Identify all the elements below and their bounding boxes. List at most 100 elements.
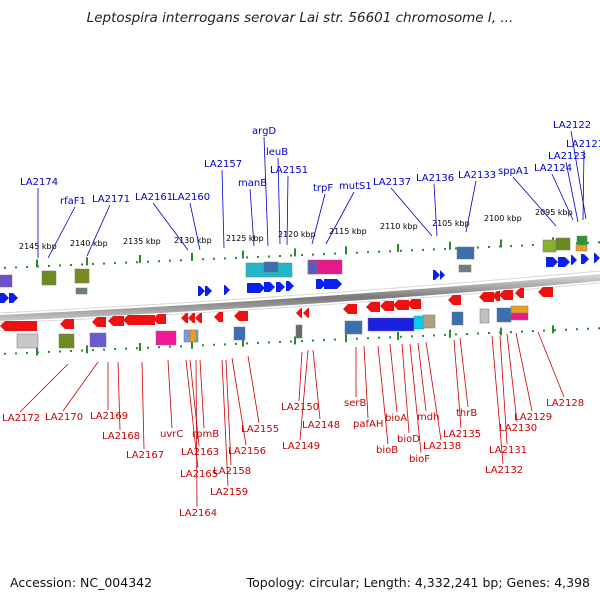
reverse-leader-line (491, 335, 504, 465)
forward-gene-label: LA2161 (135, 192, 173, 203)
reverse-gene-label: pafAH (353, 419, 383, 430)
reverse-gene (0, 321, 37, 331)
feature-box (233, 326, 246, 341)
scale-major-tick (191, 252, 193, 261)
scale-dot-lower (389, 336, 391, 339)
reverse-gene (214, 312, 223, 322)
scale-dot-upper (246, 256, 248, 259)
feature-box (456, 246, 475, 260)
reverse-gene-label: LA2170 (45, 412, 83, 423)
reverse-gene-label: mdh (417, 412, 439, 423)
scale-dot-lower (169, 345, 171, 348)
forward-gene (205, 286, 212, 296)
scale-dot-upper (378, 250, 380, 253)
scale-dot-lower (323, 339, 325, 342)
reverse-gene (92, 317, 106, 327)
scale-dot-lower (246, 342, 248, 345)
reverse-gene-label: LA2148 (302, 420, 340, 431)
forward-gene-label: LA2136 (416, 173, 454, 184)
reverse-leader-line (167, 359, 173, 429)
scale-major-tick (36, 259, 38, 268)
scale-label: 2100 kbp (484, 214, 522, 223)
scale-dot-lower (444, 333, 446, 336)
feature-box (41, 270, 57, 286)
scale-dot-lower (455, 333, 457, 336)
scale-major-tick (242, 338, 244, 347)
scale-dot-lower (125, 347, 127, 350)
scale-dot-lower (279, 341, 281, 343)
reverse-gene-label: LA2135 (443, 429, 481, 440)
forward-leader-line (277, 157, 281, 245)
map-title: Leptospira interrogans serovar Lai str. … (86, 10, 514, 26)
scale-dot-lower (312, 339, 314, 342)
reverse-gene (343, 304, 357, 314)
scale-dot-lower (268, 341, 270, 344)
forward-leader-line (189, 202, 201, 251)
forward-gene (594, 253, 600, 263)
backbone-edge-upper (0, 270, 600, 314)
feature-box (58, 333, 75, 349)
reverse-gene-label: bioF (409, 454, 430, 465)
reverse-gene (479, 292, 494, 302)
forward-gene (9, 293, 18, 303)
forward-leader-line (570, 130, 587, 220)
scale-major-tick (86, 257, 88, 266)
forward-gene-label: argD (252, 126, 276, 137)
reverse-gene-label: LA2167 (126, 450, 164, 461)
forward-leader-line (551, 173, 574, 221)
forward-leader-line (465, 180, 477, 233)
scale-major-tick (449, 329, 451, 338)
feature-box (74, 268, 90, 284)
forward-gene (546, 257, 558, 267)
scale-dot-lower (356, 337, 358, 340)
feature-box (295, 324, 303, 339)
reverse-gene-label: LA2149 (282, 441, 320, 452)
forward-leader-line (582, 149, 585, 221)
scale-dot-upper (334, 252, 336, 255)
reverse-leader-line (141, 361, 145, 450)
feature-box (542, 239, 557, 253)
reverse-gene (188, 313, 195, 323)
scale-label: 2115 kbp (329, 227, 367, 236)
scale-dot-upper (389, 250, 391, 253)
forward-gene-label: mutS1 (339, 181, 372, 192)
feature-box (555, 237, 571, 251)
forward-gene (247, 283, 265, 293)
reverse-leader-line (537, 331, 565, 398)
scale-dot-upper (224, 257, 226, 260)
reverse-leader-line (377, 345, 389, 445)
scale-label: 2095 kbp (535, 208, 573, 217)
scale-dot-lower (598, 327, 600, 330)
scale-dot-upper (312, 253, 314, 256)
reverse-leader-line (389, 343, 398, 413)
reverse-gene-label: LA2158 (213, 466, 251, 477)
reverse-leader-line (425, 341, 442, 441)
reverse-gene-label: LA2163 (181, 447, 219, 458)
forward-gene-label: LA2121 (566, 139, 600, 150)
scale-dot-upper (433, 248, 435, 251)
reverse-gene (448, 295, 461, 305)
reverse-gene (153, 314, 166, 324)
scale-label: 2135 kbp (123, 237, 161, 246)
forward-gene-label: trpF (313, 183, 333, 194)
feature-box (89, 332, 107, 348)
scale-major-tick (397, 331, 399, 340)
forward-gene (0, 293, 9, 303)
scale-dot-lower (587, 327, 589, 330)
reverse-leader-line (19, 363, 69, 413)
scale-label: 2140 kbp (70, 239, 108, 248)
reverse-leader-line (117, 361, 121, 431)
scale-dot-lower (488, 332, 490, 334)
scale-dot-upper (532, 244, 534, 247)
scale-major-tick (345, 334, 347, 343)
scale-dot-upper (444, 247, 446, 250)
forward-gene-label: sppA1 (498, 166, 529, 177)
reverse-gene (407, 299, 421, 309)
scale-major-tick (294, 336, 296, 345)
forward-gene (276, 282, 285, 292)
reverse-gene (393, 300, 409, 310)
scale-dot-upper (521, 244, 523, 247)
scale-dot-lower (257, 341, 259, 344)
reverse-gene-label: LA2156 (228, 446, 266, 457)
